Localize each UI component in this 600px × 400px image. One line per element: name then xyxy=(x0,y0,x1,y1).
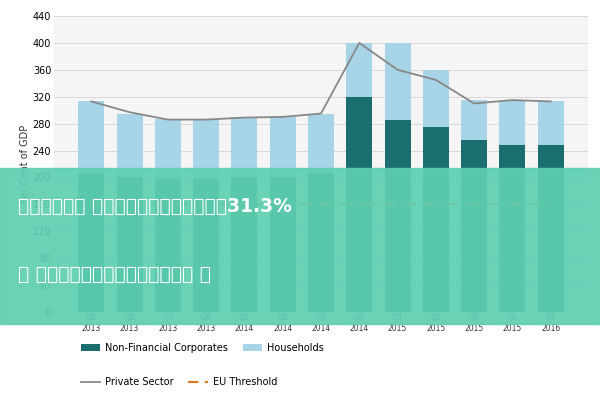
EU Threshold xyxy=(317,202,325,207)
EU Threshold xyxy=(394,202,401,207)
Private Sector xyxy=(88,99,95,104)
EU Threshold xyxy=(356,202,363,207)
Y-axis label: Per Cent of GDP: Per Cent of GDP xyxy=(20,125,30,203)
EU Threshold xyxy=(547,202,554,207)
Private Sector xyxy=(547,99,554,104)
Private Sector xyxy=(203,117,210,122)
Bar xyxy=(193,180,219,312)
Bar xyxy=(538,102,564,145)
Private Sector xyxy=(509,98,516,102)
Bar xyxy=(538,145,564,312)
EU Threshold xyxy=(432,202,439,207)
Bar xyxy=(308,173,334,312)
Private Sector xyxy=(279,114,286,119)
Bar xyxy=(232,178,257,312)
Bar xyxy=(346,43,373,97)
EU Threshold xyxy=(509,202,516,207)
Bar xyxy=(269,117,296,178)
Bar xyxy=(499,102,526,145)
Bar xyxy=(308,114,334,173)
Bar xyxy=(461,140,487,312)
EU Threshold xyxy=(241,202,248,207)
Legend: Private Sector, EU Threshold: Private Sector, EU Threshold xyxy=(77,373,281,391)
EU Threshold xyxy=(470,202,478,207)
Bar xyxy=(385,43,410,120)
Private Sector xyxy=(470,101,478,106)
Bar xyxy=(155,119,181,180)
Private Sector xyxy=(394,68,401,72)
Bar xyxy=(116,114,143,178)
Bar xyxy=(385,120,410,312)
Bar xyxy=(193,119,219,180)
EU Threshold xyxy=(164,202,172,207)
Private Sector xyxy=(126,110,133,114)
Private Sector xyxy=(432,78,439,82)
Private Sector xyxy=(241,115,248,120)
Bar xyxy=(499,145,526,312)
Private Sector xyxy=(356,40,363,45)
Line: Private Sector: Private Sector xyxy=(91,43,551,120)
Legend: Non-Financial Corporates, Households: Non-Financial Corporates, Households xyxy=(77,339,328,357)
Bar xyxy=(78,174,104,312)
Bar xyxy=(232,117,257,178)
EU Threshold xyxy=(203,202,210,207)
EU Threshold xyxy=(279,202,286,207)
Bar xyxy=(461,100,487,140)
Bar xyxy=(155,180,181,312)
Private Sector xyxy=(164,117,172,122)
Bar xyxy=(423,127,449,312)
EU Threshold xyxy=(88,202,95,207)
Bar xyxy=(78,102,104,174)
EU Threshold xyxy=(126,202,133,207)
Private Sector xyxy=(317,111,325,116)
Bar xyxy=(269,178,296,312)
Bar xyxy=(116,178,143,312)
Text: 配资炒股杆杆 日本北海道富良野房价暴涨31.3%: 配资炒股杆杆 日本北海道富良野房价暴涨31.3% xyxy=(18,196,292,216)
Bar xyxy=(423,70,449,127)
Bar xyxy=(346,97,373,312)
Text: ！ 外国人买爆，日本人却不敢住？ 日: ！ 外国人买爆，日本人却不敢住？ 日 xyxy=(18,264,211,284)
